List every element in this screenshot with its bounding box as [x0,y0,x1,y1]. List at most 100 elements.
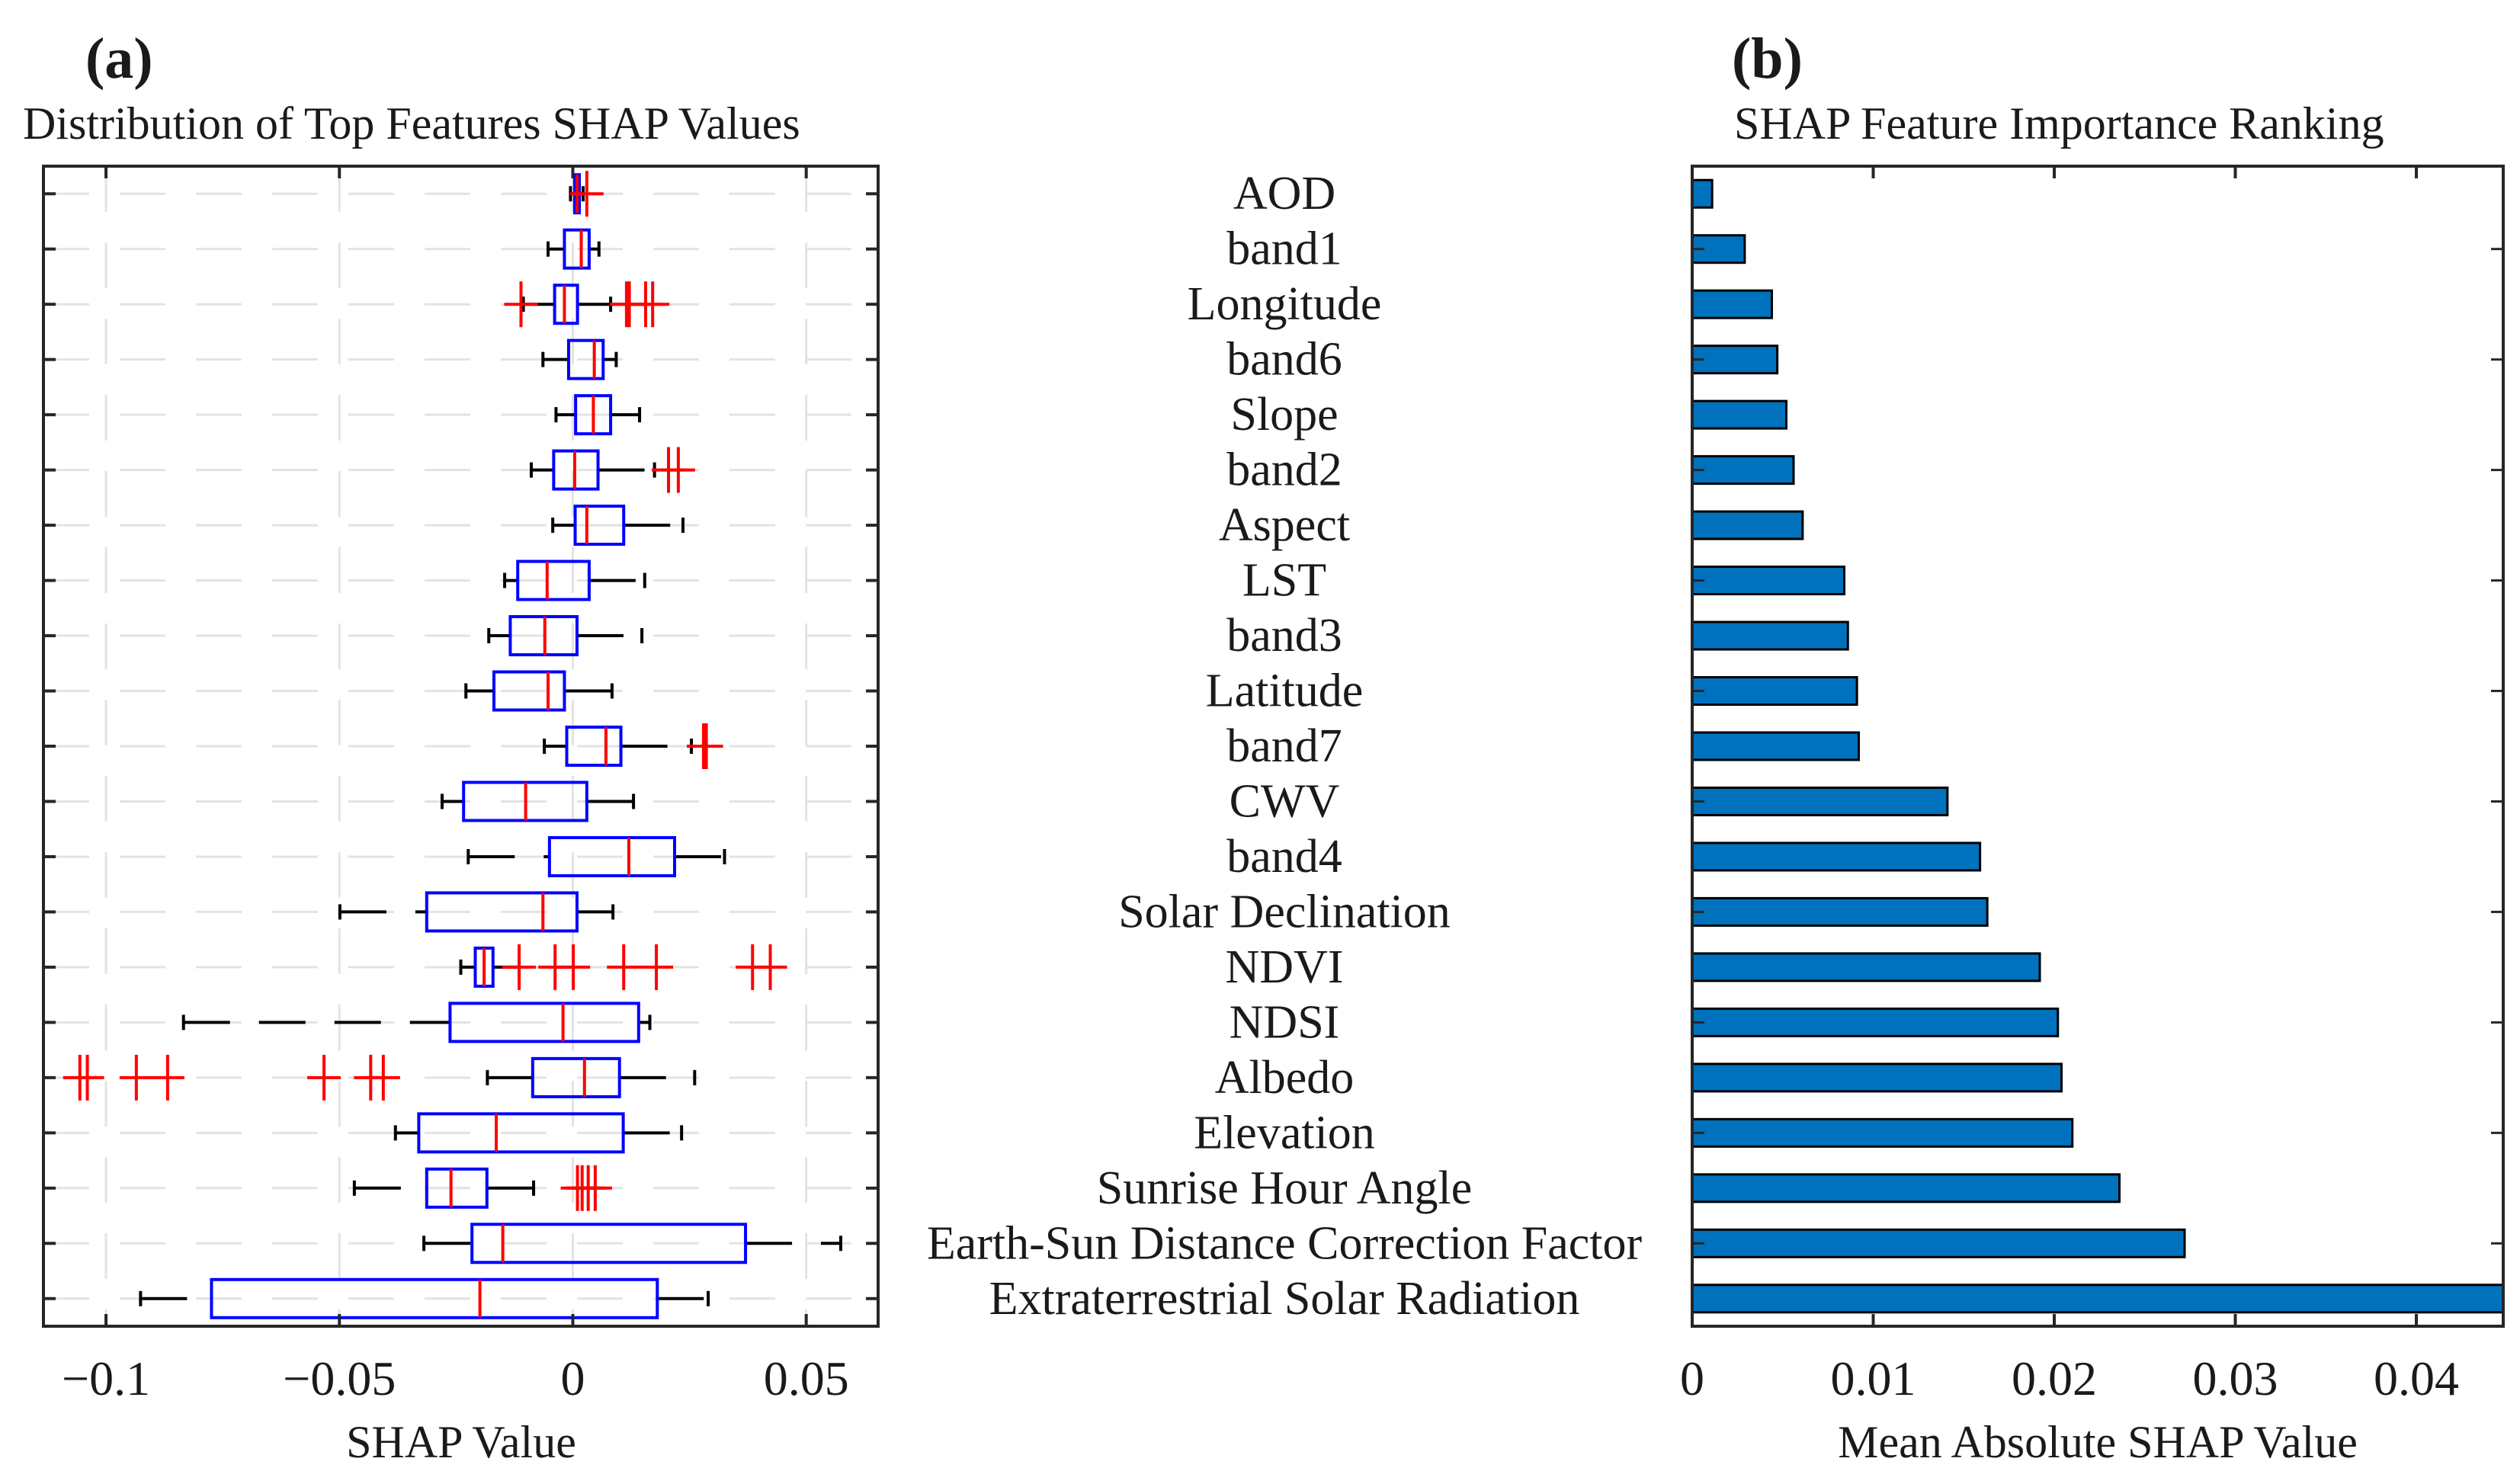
feature-label: Slope [1230,389,1338,441]
box-iqr [547,835,676,877]
box-iqr [425,891,579,933]
x-tick-label: 0.02 [2012,1351,2097,1405]
bar-band7 [1691,731,1860,761]
box-iqr [425,1167,489,1209]
box-iqr [565,726,623,767]
bar-solar-declination [1691,896,1989,927]
feature-label: LST [1242,555,1326,607]
box-albedo [63,1054,697,1101]
feature-label: band6 [1226,334,1342,386]
x-tick-label: 0 [560,1351,585,1405]
feature-label: Solar Declination [1118,886,1451,938]
panel-b-label: (b) [1732,27,1803,91]
outlier-marker [640,944,674,990]
box-sunrise-hour-angle [352,1165,612,1211]
box-iqr [470,1223,748,1264]
x-tick-label: 0.05 [764,1351,849,1405]
bar-xlabel: Mean Absolute SHAP Value [1838,1417,2358,1467]
box-iqr [566,338,605,380]
box-lst [503,559,646,601]
bar-aod [1691,178,1714,209]
outlier-marker [689,723,723,769]
bar-longitude [1691,289,1773,319]
bar-extraterrestrial-solar-radiation [1691,1284,2505,1314]
feature-label: band4 [1226,831,1342,883]
outlier-marker [119,1054,153,1101]
bar-ndvi [1691,952,2041,982]
feature-label: Elevation [1194,1107,1375,1159]
bar-band6 [1691,345,1779,375]
box-iqr [417,1112,625,1154]
outlier-marker [502,944,537,990]
feature-label: Aspect [1219,499,1350,551]
box-band3 [487,615,644,657]
feature-label: band2 [1226,444,1342,496]
boxplot-title: Distribution of Top Features SHAP Values [23,98,800,149]
outlier-marker [150,1054,184,1101]
bar-slope [1691,399,1787,430]
feature-label: Albedo [1215,1052,1355,1104]
box-iqr [492,670,566,712]
feature-label: NDVI [1226,941,1344,993]
x-tick-label: 0.03 [2193,1351,2278,1405]
box-band4 [466,835,726,877]
outlier-marker [307,1054,341,1101]
box-ndsi [181,1002,652,1043]
boxplot-xlabel: SHAP Value [346,1417,576,1467]
box-band7 [543,723,723,769]
box-earth-sun-distance-correction-factor [422,1223,843,1264]
x-tick-label: −0.1 [62,1351,150,1405]
box-band2 [529,447,695,493]
feature-label: NDSI [1230,996,1340,1048]
outlier-marker [70,1054,104,1101]
outlier-marker [636,281,670,328]
bar-ndsi [1691,1007,2060,1037]
box-iqr [573,505,626,546]
outlier-marker [661,447,695,493]
bar-band2 [1691,455,1795,486]
box-iqr [448,1002,640,1043]
x-tick-label: 0.04 [2374,1351,2459,1405]
bar-lst [1691,566,1845,596]
box-extraterrestrial-solar-radiation [139,1277,710,1319]
box-latitude [464,670,614,712]
feature-label: Extraterrestrial Solar Radiation [989,1273,1580,1325]
feature-label: band1 [1226,223,1342,275]
x-tick-label: −0.05 [283,1351,396,1405]
outlier-marker [578,1165,612,1211]
box-iqr [553,284,579,325]
outlier-marker [556,944,591,990]
box-iqr [531,1056,621,1098]
outlier-marker [504,281,538,328]
bar-latitude [1691,676,1858,707]
feature-label: Longitude [1188,278,1382,330]
outlier-marker [569,171,604,217]
box-aspect [551,505,685,546]
box-band1 [547,228,601,270]
box-aod [569,171,604,217]
box-iqr [210,1277,659,1319]
box-slope [554,394,642,436]
x-tick-label: 0.01 [1831,1351,1916,1405]
bar-panel: AODband1Longitudeband6Slopeband2AspectLS… [927,165,2505,1405]
bar-elevation [1691,1117,2074,1148]
bar-sunrise-hour-angle [1691,1173,2121,1204]
box-iqr [563,228,591,270]
box-longitude [504,281,670,328]
bar-title: SHAP Feature Importance Ranking [1734,98,2384,149]
feature-label: AOD [1233,168,1335,220]
bar-earth-sun-distance-correction-factor [1691,1228,2186,1258]
feature-label: band3 [1226,610,1342,662]
feature-label: band7 [1226,720,1342,772]
box-ndvi [459,944,787,990]
bar-band4 [1691,841,1982,872]
outlier-marker [607,944,641,990]
feature-label: Sunrise Hour Angle [1097,1162,1473,1214]
bar-aspect [1691,510,1804,540]
bar-cwv [1691,786,1949,816]
box-solar-declination [338,891,615,933]
x-tick-label: 0 [1680,1351,1704,1405]
box-cwv [441,780,636,822]
feature-label: Earth-Sun Distance Correction Factor [927,1217,1643,1269]
